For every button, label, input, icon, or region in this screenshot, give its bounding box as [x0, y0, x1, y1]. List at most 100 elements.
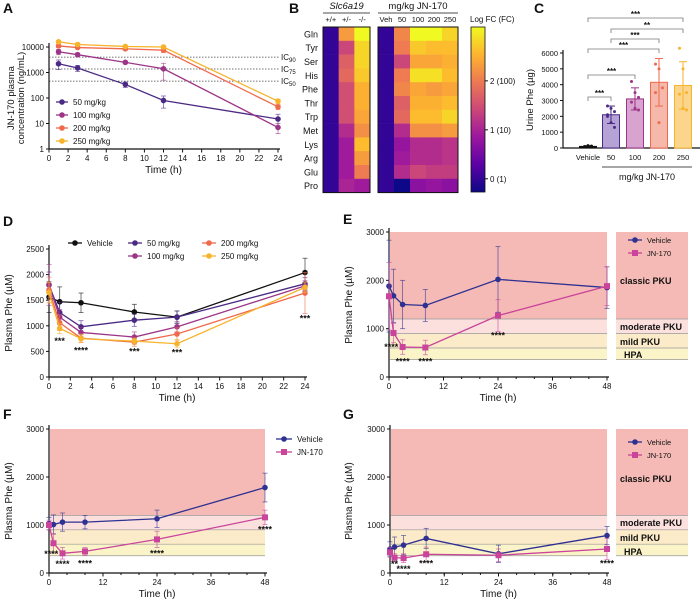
data-point [275, 124, 281, 131]
legend-label: 250 mg/kg [221, 252, 258, 261]
y-axis-label: Plasma Phe (µM) [344, 266, 355, 343]
data-point [206, 240, 212, 246]
y-tick-label: 0 [40, 373, 45, 382]
heatmap-cell [394, 165, 411, 180]
significance-marker: **** [150, 549, 165, 559]
heatmap-cell [338, 82, 355, 97]
y-axis-label: Plasma Phe (µM) [344, 462, 355, 539]
y-tick-label: 2000 [541, 112, 558, 121]
x-tick-label: 18 [237, 382, 246, 391]
data-point [654, 62, 657, 66]
significance-marker: *** [129, 346, 140, 356]
x-tick-label: 24 [301, 382, 310, 391]
panel-letter-d: D [3, 213, 13, 229]
colorbar [470, 26, 486, 193]
heatmap-cell [338, 151, 355, 166]
reference-label: IC50 [281, 77, 296, 88]
x-tick-label: 48 [603, 578, 612, 587]
x-axis-label: Time (h) [159, 393, 196, 404]
data-point [606, 104, 609, 108]
severity-band [50, 544, 265, 556]
data-point [604, 546, 610, 552]
heatmap-cell [338, 178, 355, 193]
data-point [495, 276, 501, 283]
panel-letter-a: A [3, 0, 13, 16]
significance-marker: **** [44, 549, 59, 559]
significance-marker: *** [172, 347, 183, 357]
x-tick-label: 10 [140, 154, 149, 163]
heatmap-cell [354, 54, 371, 69]
data-point [423, 535, 429, 542]
significance-bracket [587, 74, 636, 79]
x-tick-label: 50 [607, 153, 615, 162]
data-point [681, 67, 685, 71]
x-tick-label: 4 [85, 154, 90, 163]
data-point [685, 108, 688, 112]
heatmap-cell [354, 165, 371, 180]
y-tick-label: 3000 [366, 228, 384, 237]
heatmap-cell [338, 54, 355, 69]
data-point [657, 121, 661, 125]
y-tick-label: 3000 [26, 425, 44, 434]
heatmap-cell [426, 27, 443, 42]
data-point [390, 293, 397, 299]
heatmap-cell [442, 40, 459, 55]
reference-label: IC90 [281, 53, 296, 64]
heatmap-cell [394, 82, 411, 97]
x-tick-label: 250 [677, 153, 690, 162]
data-point [275, 116, 281, 122]
y-tick-label: 3000 [541, 97, 558, 106]
region-label: mild PKU [620, 533, 660, 543]
heatmap-cell [338, 137, 355, 152]
data-point [72, 240, 78, 246]
x-tick-label: 12 [173, 382, 182, 391]
severity-band [390, 348, 607, 360]
heatmap-cell [410, 123, 427, 138]
heatmap-cell [323, 82, 339, 97]
y-tick-label: 100 [31, 94, 45, 103]
significance-bracket [587, 48, 660, 53]
data-point [174, 314, 180, 320]
group-title: mg/kg JN-170 [388, 1, 447, 12]
data-point [154, 515, 160, 522]
data-point [122, 81, 129, 88]
heatmap-cell [323, 151, 339, 166]
region-label: moderate PKU [620, 322, 682, 332]
significance-marker: **** [55, 559, 70, 569]
y-tick-label: 5000 [541, 65, 558, 74]
heatmap-cell [442, 137, 459, 152]
data-point [78, 299, 84, 306]
data-point [630, 80, 633, 83]
data-point [399, 301, 406, 308]
x-tick-label: 12 [159, 154, 168, 163]
y-axis-label: Urine Phe (µg) [525, 69, 536, 131]
data-point [632, 250, 638, 256]
y-tick-label: 2000 [366, 276, 384, 285]
heatmap-cell [378, 96, 395, 111]
legend-label: 50 mg/kg [147, 239, 180, 248]
data-point [657, 67, 661, 71]
data-point [613, 125, 616, 129]
severity-band [50, 515, 265, 530]
heatmap-cell [354, 68, 371, 83]
x-tick-label: 16 [197, 154, 206, 163]
data-point [678, 46, 681, 50]
heatmap-cell [442, 68, 459, 83]
significance-marker: *** [607, 67, 617, 76]
heatmap-cell [354, 151, 371, 166]
data-point [59, 519, 66, 525]
series-line [48, 286, 306, 345]
data-point [399, 344, 406, 351]
legend-label: Vehicle [647, 438, 671, 447]
heatmap-cell [378, 109, 395, 124]
data-point [678, 92, 681, 96]
x-tick-label: 0 [47, 154, 52, 163]
heatmap-cell [323, 178, 339, 193]
data-point [82, 548, 88, 555]
y-tick-label: 0 [380, 373, 385, 382]
legend-label: 100 mg/kg [73, 111, 110, 120]
y-tick-label: 10000 [22, 43, 45, 52]
x-tick-label: 22 [254, 154, 263, 163]
colorbar-tick-label: 0 (1) [490, 175, 507, 184]
